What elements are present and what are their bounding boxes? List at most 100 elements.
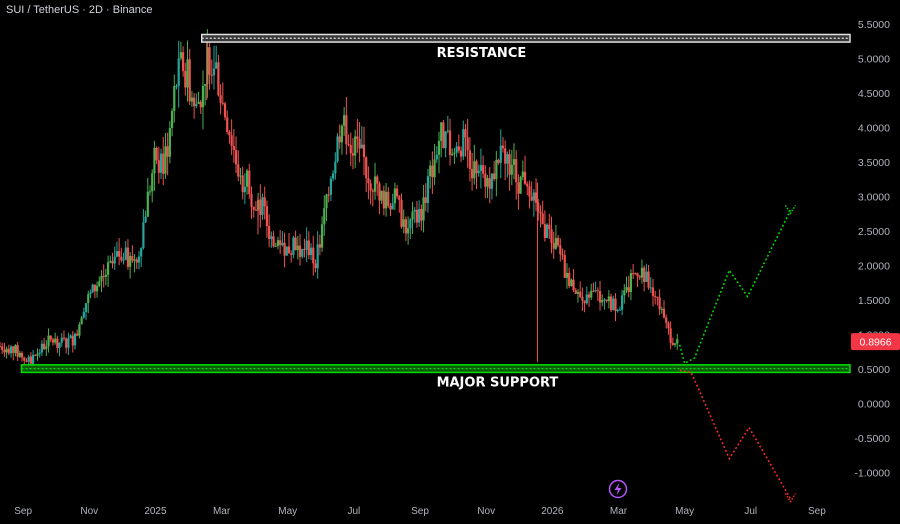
candle-body (632, 273, 635, 275)
candle-body (230, 135, 233, 146)
candle-body (594, 290, 597, 292)
candle-body (442, 122, 445, 149)
candle-body (649, 287, 652, 289)
candle-body (605, 299, 608, 302)
candle-body (80, 317, 83, 325)
candle-body (349, 144, 352, 154)
candle-body (54, 338, 57, 343)
candle-body (367, 178, 370, 184)
y-tick-label: 4.0000 (858, 123, 890, 135)
candle-body (270, 236, 273, 239)
candle-body (12, 346, 15, 353)
candle-body (581, 296, 584, 301)
candle-body (204, 84, 207, 86)
time-axis[interactable]: Sep Nov 2025 Mar May Jul Sep Nov 2026 Mar May Jul Se… (14, 506, 826, 517)
candle-body (501, 145, 505, 149)
x-tick-label: Sep (411, 506, 429, 517)
candle-body (87, 294, 90, 304)
chart-title: SUI / TetherUS · 2D · Binance (6, 4, 153, 16)
candle-body (98, 281, 101, 286)
candle-body (27, 356, 30, 362)
candle-body (285, 246, 288, 256)
candle-body (360, 144, 363, 149)
candle-body (561, 254, 564, 256)
candle-body (329, 178, 333, 195)
candle-body (232, 145, 235, 151)
candle-body (287, 246, 291, 254)
candle-body (84, 303, 88, 312)
candle-body (93, 284, 96, 292)
candle-body (312, 247, 315, 264)
candle-body (199, 101, 202, 108)
candle-body (468, 150, 471, 169)
candle-body (9, 346, 13, 354)
candle-body (526, 184, 529, 187)
candle-body (179, 52, 182, 59)
candle-body (36, 353, 39, 356)
y-tick-label: 0.0000 (858, 398, 890, 410)
bolt-icon[interactable] (608, 479, 628, 499)
candle-body (424, 197, 427, 203)
candle-body (627, 287, 630, 293)
candle-body (279, 240, 282, 246)
candle-body (517, 182, 520, 194)
candle-body (49, 335, 52, 340)
support-label: MAJOR SUPPORT (437, 375, 559, 390)
candle-body (459, 150, 463, 157)
candle-body (193, 97, 196, 107)
candle-body (404, 219, 408, 234)
projection-arrow (784, 493, 797, 503)
candle-body (486, 178, 489, 187)
candle-body (393, 188, 396, 204)
candle-body (636, 273, 639, 277)
candle-body (3, 349, 6, 353)
candle-body (124, 247, 127, 260)
candle-body (356, 136, 359, 139)
candle-body (444, 131, 447, 149)
candle-body (115, 251, 119, 257)
candle-body (69, 335, 72, 339)
candle-body (195, 104, 198, 107)
candle-body (283, 242, 286, 256)
candle-body (667, 322, 670, 329)
price-badge-value: 0.8966 (859, 337, 891, 349)
candle-body (237, 164, 240, 177)
candle-body (475, 161, 478, 174)
candle-body (109, 261, 112, 263)
candle-body (182, 52, 185, 71)
candle-body (144, 216, 147, 223)
candle-body (95, 285, 99, 292)
candle-body (234, 150, 238, 165)
candle-body (365, 157, 368, 179)
bolt-circle (608, 479, 628, 499)
price-axis[interactable]: -1.0000-0.50000.00000.50001.00001.50002.… (854, 19, 890, 479)
candle-body (126, 247, 130, 267)
candle-body (371, 190, 374, 192)
candle-body (206, 47, 209, 85)
candle-body (332, 173, 335, 179)
candle-body (603, 299, 606, 301)
candle-body (640, 267, 644, 278)
candle-body (113, 256, 116, 264)
candle-body (402, 219, 405, 227)
candle-body (634, 273, 637, 275)
candle-body (563, 255, 566, 278)
candle-body (534, 192, 538, 203)
candle-body (159, 153, 163, 173)
candle-body (245, 170, 249, 187)
y-tick-label: 0.5000 (858, 364, 890, 376)
y-tick-label: 5.0000 (858, 54, 890, 66)
candle-body (0, 346, 2, 348)
candle-body (545, 224, 549, 239)
candle-body (673, 343, 677, 345)
candle-body (638, 276, 641, 278)
candle-body (347, 144, 350, 146)
candle-body (29, 356, 32, 364)
candle-body (612, 298, 615, 311)
y-tick-label: 2.5000 (858, 226, 890, 238)
candle-body (537, 202, 540, 212)
candle-body (504, 148, 507, 164)
candle-body (228, 131, 231, 136)
candle-body (656, 296, 659, 298)
